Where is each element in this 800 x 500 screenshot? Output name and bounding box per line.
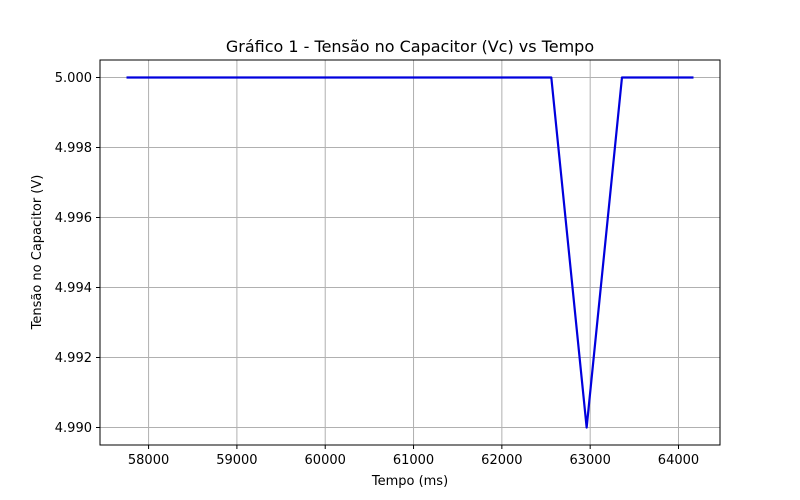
y-tick-label: 4.992	[55, 351, 92, 366]
y-tick-label: 4.996	[55, 211, 92, 226]
y-axis-ticks: 4.990 4.992 4.994 4.996 4.998 5.000	[55, 71, 100, 436]
x-tick-label: 60000	[305, 453, 346, 468]
series-layer	[126, 76, 694, 429]
x-tick-label: 64000	[658, 453, 699, 468]
plot-frame	[99, 59, 721, 446]
y-axis-label: Tensão no Capacitor (V)	[30, 175, 45, 331]
y-tick-label: 4.998	[55, 141, 92, 156]
series-line	[126, 76, 694, 429]
x-tick-label: 62000	[481, 453, 522, 468]
x-axis-label: Tempo (ms)	[371, 474, 448, 489]
y-tick-label: 5.000	[55, 71, 92, 86]
x-tick-label: 58000	[128, 453, 169, 468]
y-tick-label: 4.994	[55, 281, 92, 296]
x-axis-ticks: 58000 59000 60000 61000 62000 63000 64000	[128, 445, 699, 468]
x-tick-label: 59000	[216, 453, 257, 468]
chart-title: Gráfico 1 - Tensão no Capacitor (Vc) vs …	[226, 37, 594, 56]
x-tick-label: 63000	[569, 453, 610, 468]
y-tick-label: 4.990	[55, 421, 92, 436]
x-tick-label: 61000	[393, 453, 434, 468]
